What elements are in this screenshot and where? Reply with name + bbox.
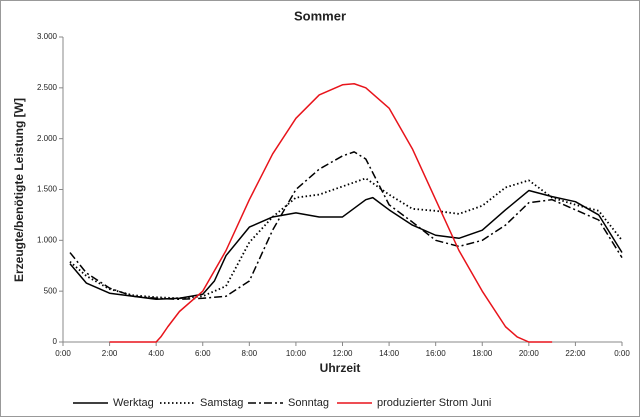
y-tick-label: 500 — [44, 286, 58, 295]
y-tick-label: 3.000 — [37, 32, 58, 41]
x-tick-label: 20:00 — [519, 349, 540, 358]
x-tick-label: 4:00 — [148, 349, 164, 358]
y-tick-label: 2.500 — [37, 83, 58, 92]
x-tick-label: 6:00 — [195, 349, 211, 358]
x-tick-label: 12:00 — [332, 349, 353, 358]
y-tick-label: 2.000 — [37, 134, 58, 143]
x-tick-label: 0:00 — [55, 349, 71, 358]
x-tick-label: 2:00 — [102, 349, 118, 358]
legend-label: Werktag — [113, 397, 154, 409]
x-tick-label: 18:00 — [472, 349, 493, 358]
x-tick-label: 10:00 — [286, 349, 307, 358]
series-line — [109, 83, 553, 343]
legend-label: produzierter Strom Juni — [377, 397, 491, 409]
y-tick-label: 1.000 — [37, 235, 58, 244]
y-tick-label: 1.500 — [37, 185, 58, 194]
series-line — [69, 177, 623, 300]
y-tick-label: 0 — [53, 337, 58, 346]
chart-title: Sommer — [294, 8, 346, 23]
legend-label: Samstag — [200, 397, 243, 409]
x-tick-label: 0:00 — [614, 349, 630, 358]
x-tick-label: 8:00 — [242, 349, 258, 358]
x-axis-title: Uhrzeit — [320, 361, 361, 375]
series-line — [69, 189, 623, 301]
y-axis-title: Erzeugte/benötigte Leistung [W] — [12, 98, 26, 282]
series-line — [69, 151, 623, 301]
x-tick-label: 16:00 — [426, 349, 447, 358]
legend-label: Sonntag — [288, 397, 329, 409]
x-tick-label: 22:00 — [565, 349, 586, 358]
x-tick-label: 14:00 — [379, 349, 400, 358]
